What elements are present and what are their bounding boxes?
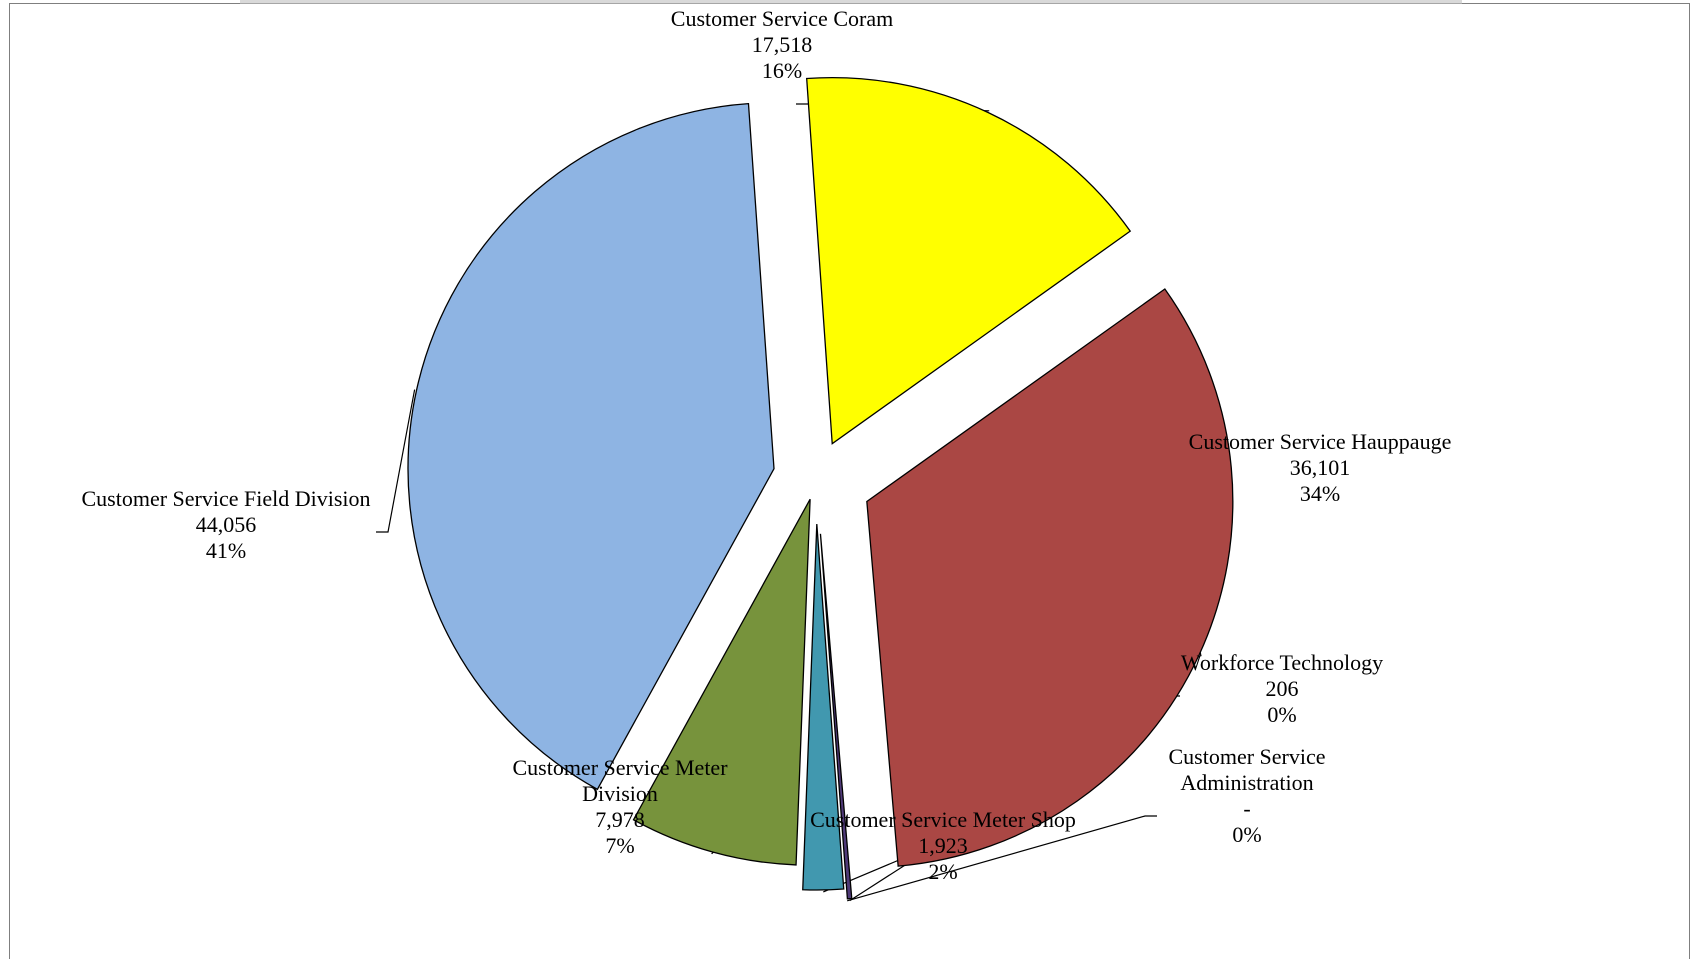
top-scroll-strip bbox=[240, 0, 1462, 4]
data-label-customer-service-meter-shop: Customer Service Meter Shop 1,923 2% bbox=[810, 807, 1076, 884]
pie-slices bbox=[407, 77, 1234, 900]
pie-slice-customer-service-coram bbox=[805, 77, 1132, 445]
leader-line-customer-service-field-division bbox=[376, 389, 416, 533]
leader-line-customer-service-administration bbox=[847, 815, 1157, 902]
data-label-customer-service-field-division: Customer Service Field Division 44,056 41% bbox=[81, 486, 370, 563]
data-label-customer-service-meter-division: Customer Service Meter Division 7,978 7% bbox=[512, 755, 728, 858]
pie-slice-workforce-technology bbox=[819, 533, 853, 900]
pie-slice-customer-service-meter-division bbox=[632, 498, 811, 866]
data-label-workforce-technology: Workforce Technology 206 0% bbox=[1181, 650, 1383, 727]
data-label-customer-service-administration: Customer Service Administration -0% bbox=[1168, 744, 1325, 847]
data-labels: Customer Service Coram 17,518 16% Customer … bbox=[81, 6, 1451, 884]
pie-slice-customer-service-field-division bbox=[407, 102, 775, 791]
pie-slice-customer-service-hauppauge bbox=[866, 288, 1234, 867]
pie-slice-customer-service-meter-shop bbox=[802, 523, 845, 891]
data-label-customer-service-coram: Customer Service Coram 17,518 16% bbox=[671, 6, 893, 83]
data-label-customer-service-hauppauge: Customer Service Hauppauge 36,101 34% bbox=[1189, 429, 1452, 506]
